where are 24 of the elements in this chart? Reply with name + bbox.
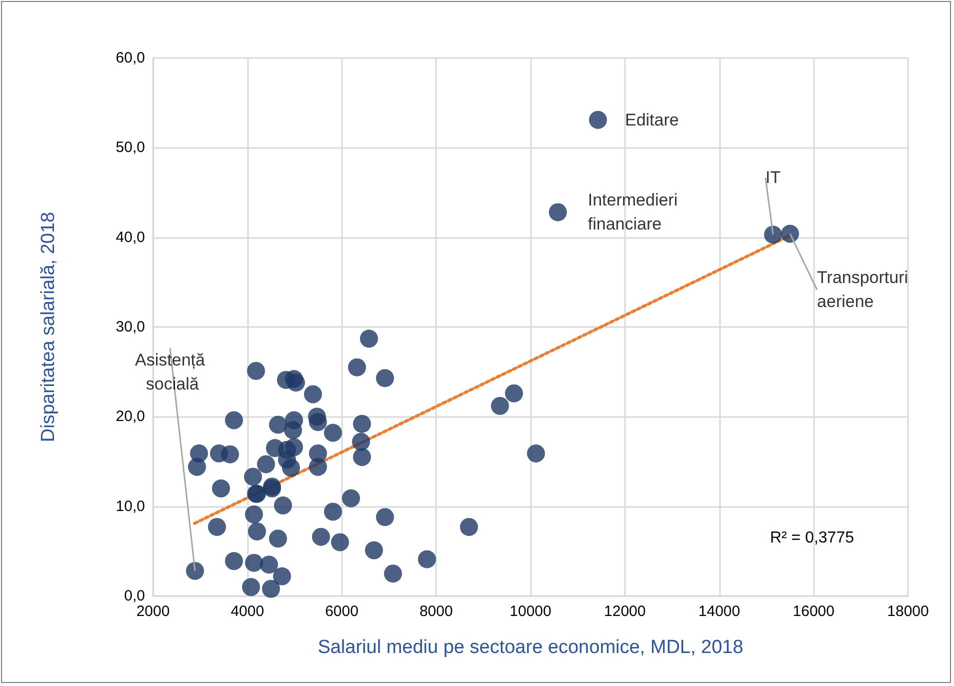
x-tick-label: 4000 xyxy=(230,603,264,620)
y-tick-label: 40,0 xyxy=(116,228,145,246)
annotation: R² = 0,3775 xyxy=(770,530,854,546)
y-tick-label: 50,0 xyxy=(116,139,145,156)
x-tick-label: 10000 xyxy=(510,603,552,620)
annotation: Transporturi aeriene xyxy=(817,268,913,312)
x-tick-label: 8000 xyxy=(419,603,453,620)
x-tick-label: 14000 xyxy=(698,603,740,620)
y-tick-label: 30,0 xyxy=(116,318,145,336)
y-tick-label: 60,0 xyxy=(116,50,145,66)
annotation: Editare xyxy=(624,110,679,130)
annotation: IT xyxy=(765,168,781,188)
annotation: Intermedieri financiare xyxy=(588,190,682,234)
x-tick-label: 18000 xyxy=(887,603,929,620)
x-axis-title: Salariul mediu pe sectoare economice, MDL, 2018 xyxy=(318,637,744,658)
x-tick-label: 6000 xyxy=(325,603,358,620)
y-tick-label: 10,0 xyxy=(116,498,145,515)
annotation: Asistență socială xyxy=(135,350,206,394)
y-tick-label: 0,0 xyxy=(124,588,145,604)
y-tick-label: 20,0 xyxy=(116,408,145,426)
y-axis-title: Disparitatea salarială, 2018 xyxy=(38,212,59,442)
x-tick-label: 2000 xyxy=(136,603,170,620)
x-tick-label: 12000 xyxy=(604,603,646,620)
x-tick-label: 16000 xyxy=(792,603,834,620)
